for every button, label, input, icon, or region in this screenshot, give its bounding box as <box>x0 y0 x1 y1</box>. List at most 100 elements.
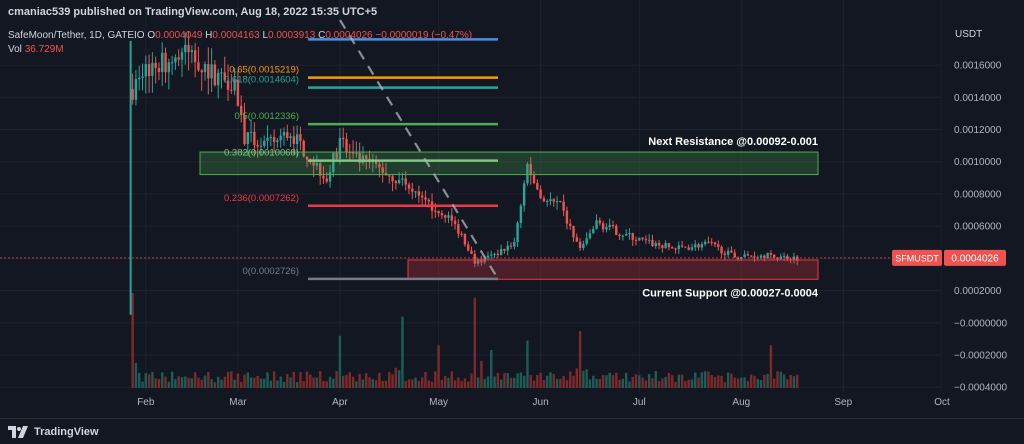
volume-bar <box>740 377 743 388</box>
candle-body <box>710 242 713 244</box>
symbol-name[interactable]: SafeMoon/Tether, 1D, GATEIO <box>8 30 145 41</box>
candle-body <box>457 223 460 234</box>
candle-body <box>240 105 243 116</box>
candle-body <box>374 160 378 164</box>
volume-bar <box>749 374 753 388</box>
volume-bar <box>154 378 157 388</box>
candle-body <box>338 137 342 159</box>
candle-body <box>480 259 483 263</box>
candle-body <box>608 225 611 228</box>
candle-body <box>578 241 582 249</box>
candle-body <box>516 222 519 242</box>
candle-body <box>394 181 398 184</box>
candle-body <box>536 182 539 190</box>
candle-body <box>555 201 559 203</box>
x-tick-label: Apr <box>332 397 348 408</box>
candle-body <box>463 233 467 245</box>
volume-bar <box>226 371 230 388</box>
volume-bar <box>624 372 628 388</box>
candle-body <box>226 80 230 90</box>
volume-bar <box>374 380 378 388</box>
volume-info: Vol 36.729M <box>8 44 64 55</box>
volume-bar <box>578 331 582 388</box>
volume-bar <box>299 372 302 388</box>
volume-bar <box>707 371 710 388</box>
candle-body <box>730 250 733 253</box>
volume-bar <box>789 374 792 388</box>
y-tick-label: 0.0008000 <box>954 189 1002 200</box>
candle-body <box>437 210 440 214</box>
volume-bar <box>259 378 263 388</box>
candle-body <box>749 255 753 257</box>
volume-bar <box>157 378 161 388</box>
volume-bar <box>476 377 480 388</box>
volume-bar <box>193 372 197 388</box>
volume-bar <box>786 379 789 388</box>
volume-bar <box>496 372 500 388</box>
volume-bar <box>404 381 407 388</box>
x-tick-label: May <box>429 397 448 408</box>
volume-bar <box>236 373 240 388</box>
volume-bar <box>164 376 167 388</box>
volume-bar <box>539 372 542 388</box>
candle-body <box>216 72 220 86</box>
volume-bar <box>276 380 279 388</box>
candle-body <box>529 163 532 176</box>
candle-body <box>157 68 161 73</box>
y-tick-label: 0.0014000 <box>954 93 1002 104</box>
fib-label: 0.618(0.0014604) <box>224 75 299 86</box>
candle-body <box>605 227 608 230</box>
fib-label: 0.382(0.0010068) <box>224 148 299 159</box>
y-tick-label: 0.0016000 <box>954 61 1002 72</box>
volume-bar <box>598 378 602 388</box>
volume-bar <box>368 377 371 388</box>
candle-body <box>759 255 763 258</box>
volume-bar <box>746 380 750 388</box>
volume-bar <box>756 379 759 388</box>
candle-body <box>325 178 328 182</box>
candle-body <box>151 62 154 76</box>
candle-body <box>532 175 536 183</box>
volume-bar <box>595 378 598 388</box>
volume-bar <box>269 380 273 388</box>
volume-bar <box>763 374 766 388</box>
volume-bar <box>486 376 490 388</box>
candle-body <box>723 253 727 255</box>
volume-bar <box>263 378 266 388</box>
volume-bar <box>703 371 707 388</box>
volume-bar <box>618 379 621 388</box>
trend-line <box>339 19 499 280</box>
candle-body <box>236 79 240 106</box>
volume-bar <box>286 374 289 388</box>
candle-body <box>621 235 625 237</box>
candle-body <box>763 255 766 259</box>
candle-body <box>286 132 289 138</box>
candle-body <box>147 64 151 76</box>
volume-bar <box>220 379 223 388</box>
volume-bar <box>443 375 447 388</box>
tradingview-brand: TradingView <box>34 425 99 438</box>
candle-body <box>381 167 384 173</box>
volume-bar <box>615 372 618 388</box>
x-tick-label: Jul <box>633 397 646 408</box>
candle-body <box>263 140 266 146</box>
candle-body <box>358 152 361 164</box>
candle-body <box>506 245 509 251</box>
candle-body <box>391 176 394 182</box>
volume-bar <box>279 376 282 388</box>
tradingview-logo[interactable]: TradingView <box>8 425 99 438</box>
volume-bar <box>210 379 213 388</box>
volume-bar <box>516 373 519 388</box>
candle-body <box>276 140 279 142</box>
candle-body <box>690 247 694 250</box>
candle-body <box>295 134 299 144</box>
price-label-symbol-box <box>892 249 942 266</box>
candle-body <box>388 175 391 177</box>
volume-bar <box>552 373 555 388</box>
price-label-value: 0.0004026 <box>951 253 999 264</box>
volume-bar <box>223 376 226 388</box>
volume-bar <box>490 350 493 388</box>
candle-body <box>180 52 184 60</box>
candle-body <box>427 199 430 202</box>
